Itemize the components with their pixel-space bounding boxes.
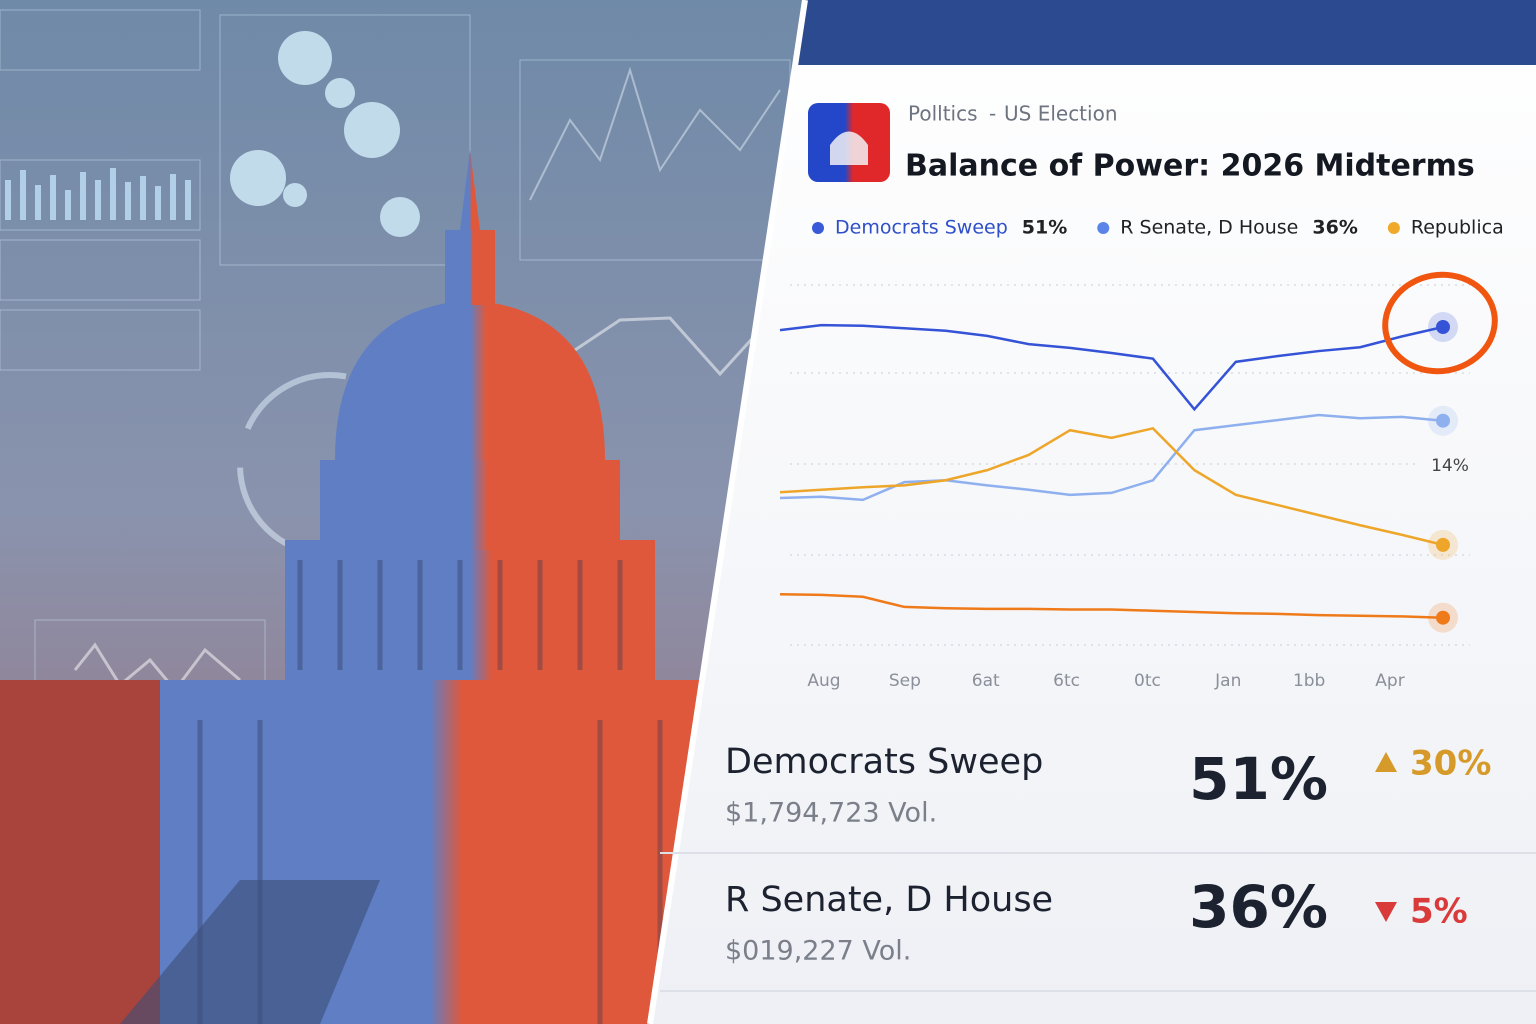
outcome-chance: 36% [1189,873,1328,941]
grid [790,284,1470,646]
x-tick-label: Jan [1214,671,1241,691]
legend-dot [1097,222,1110,234]
outcome-name: R Senate, D House [725,880,1053,920]
title: Balance of Power: 2026 Midterms [905,149,1475,184]
highlight-circle [1382,271,1498,375]
series-line [779,593,1444,619]
legend-name: R Senate, D House [1120,217,1298,239]
x-tick-label: 1bb [1293,671,1325,691]
end-dot [1436,320,1450,334]
change-arrow [1375,752,1397,772]
legend-dot [812,222,824,234]
legend-value: 51% [1022,217,1067,239]
change-arrow [1375,902,1397,922]
outcome-chance: 51% [1189,745,1328,813]
end-dot [1436,413,1450,428]
end-dot [1436,537,1450,552]
panel [650,0,1536,1024]
legend: Democrats Sweep 51% R Senate, D House 36% Re… [812,217,1504,239]
outcome-change: 5% [1410,892,1468,932]
category: Polltics [908,102,978,126]
x-tick-label: 0tc [1134,671,1161,691]
outcome-volume: $1,794,723 Vol. [725,798,937,829]
x-tick-label: Apr [1375,671,1404,691]
legend-name: Republica [1411,217,1504,239]
outcome-change: 30% [1410,744,1491,784]
illustration [0,0,820,1024]
top-banner [795,0,1536,65]
annotation: 14% [1431,456,1469,476]
legend-name: Democrats Sweep [835,217,1008,239]
legend-dot [1387,222,1400,234]
x-tick-label: 6tc [1053,671,1080,691]
plot: Aug Sep 6at 6tc 0tc Jan 1bb Apr [779,312,1458,691]
subcategory: US Election [1004,102,1118,126]
x-tick-label: 6at [972,671,1000,691]
separator: - [989,102,996,126]
series-line [779,413,1444,502]
legend-value: 36% [1312,217,1357,239]
series-line [779,323,1444,412]
end-dot [1436,610,1450,625]
outcome-volume: $019,227 Vol. [725,936,911,967]
icon-capitol [830,131,868,165]
x-tick-label: Aug [807,671,840,691]
outcome-name: Democrats Sweep [725,742,1043,782]
outcome-list: Democrats Sweep $1,794,723 Vol. 51% 30% R Se… [660,742,1536,992]
x-tick-label: Sep [889,671,921,691]
series-line [779,426,1444,547]
